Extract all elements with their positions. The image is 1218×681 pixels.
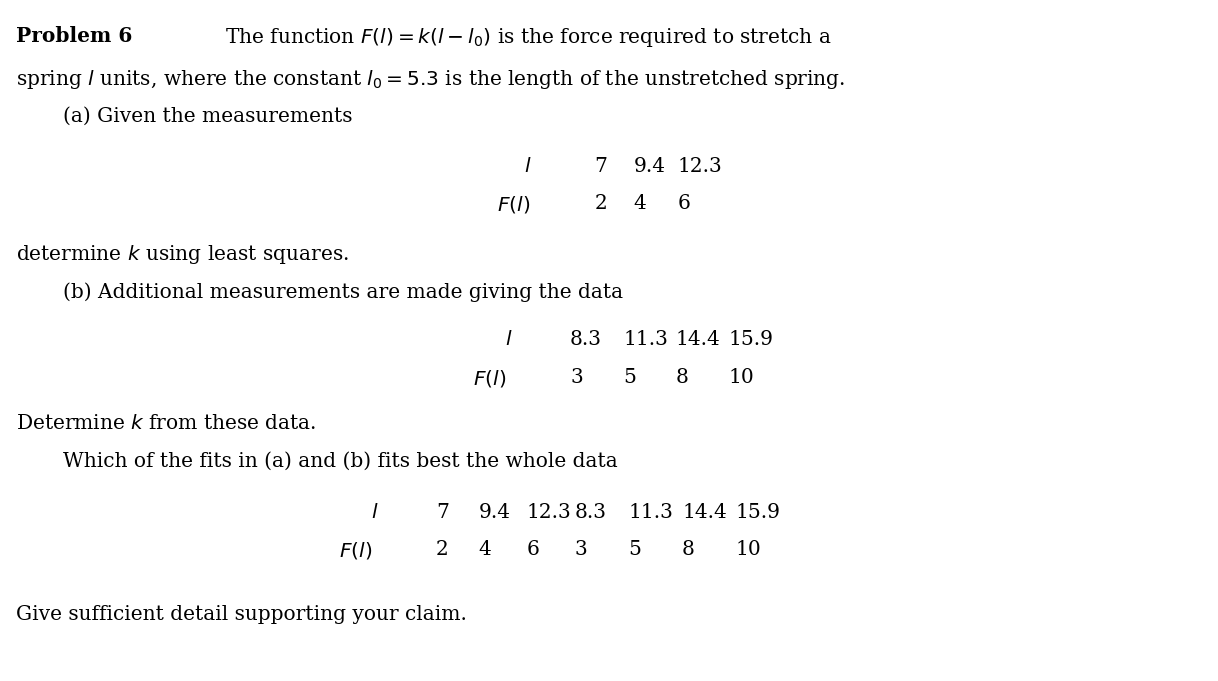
Text: 8.3: 8.3 — [570, 330, 602, 349]
Text: $l$: $l$ — [371, 503, 379, 522]
Text: 10: 10 — [736, 540, 761, 559]
Text: 4: 4 — [633, 194, 646, 213]
Text: 5: 5 — [624, 368, 637, 387]
Text: 15.9: 15.9 — [728, 330, 773, 349]
Text: 14.4: 14.4 — [682, 503, 727, 522]
Text: 2: 2 — [436, 540, 448, 559]
Text: 14.4: 14.4 — [676, 330, 721, 349]
Text: 12.3: 12.3 — [677, 157, 722, 176]
Text: 4: 4 — [479, 540, 491, 559]
Text: determine $k$ using least squares.: determine $k$ using least squares. — [16, 243, 348, 266]
Text: 9.4: 9.4 — [633, 157, 665, 176]
Text: (b) Additional measurements are made giving the data: (b) Additional measurements are made giv… — [63, 282, 624, 302]
Text: Determine $k$ from these data.: Determine $k$ from these data. — [16, 414, 315, 433]
Text: 8.3: 8.3 — [575, 503, 607, 522]
Text: 7: 7 — [436, 503, 449, 522]
Text: 3: 3 — [575, 540, 587, 559]
Text: 7: 7 — [594, 157, 608, 176]
Text: 11.3: 11.3 — [628, 503, 674, 522]
Text: Give sufficient detail supporting your claim.: Give sufficient detail supporting your c… — [16, 605, 466, 624]
Text: The function $F(l) = k(l - l_0)$ is the force required to stretch a: The function $F(l) = k(l - l_0)$ is the … — [225, 26, 832, 49]
Text: 6: 6 — [526, 540, 540, 559]
Text: 9.4: 9.4 — [479, 503, 510, 522]
Text: 5: 5 — [628, 540, 642, 559]
Text: 11.3: 11.3 — [624, 330, 669, 349]
Text: $F(l)$: $F(l)$ — [339, 540, 371, 561]
Text: $F(l)$: $F(l)$ — [473, 368, 505, 389]
Text: spring $l$ units, where the constant $l_0 = 5.3$ is the length of the unstretche: spring $l$ units, where the constant $l_… — [16, 68, 845, 91]
Text: $F(l)$: $F(l)$ — [497, 194, 530, 215]
Text: 6: 6 — [677, 194, 691, 213]
Text: 8: 8 — [682, 540, 695, 559]
Text: Problem 6: Problem 6 — [16, 26, 133, 46]
Text: $l$: $l$ — [505, 330, 513, 349]
Text: 2: 2 — [594, 194, 607, 213]
Text: 10: 10 — [728, 368, 754, 387]
Text: Which of the fits in (a) and (b) fits best the whole data: Which of the fits in (a) and (b) fits be… — [63, 452, 618, 471]
Text: 12.3: 12.3 — [526, 503, 571, 522]
Text: 3: 3 — [570, 368, 582, 387]
Text: $l$: $l$ — [524, 157, 531, 176]
Text: (a) Given the measurements: (a) Given the measurements — [63, 107, 353, 126]
Text: 15.9: 15.9 — [736, 503, 781, 522]
Text: 8: 8 — [676, 368, 689, 387]
